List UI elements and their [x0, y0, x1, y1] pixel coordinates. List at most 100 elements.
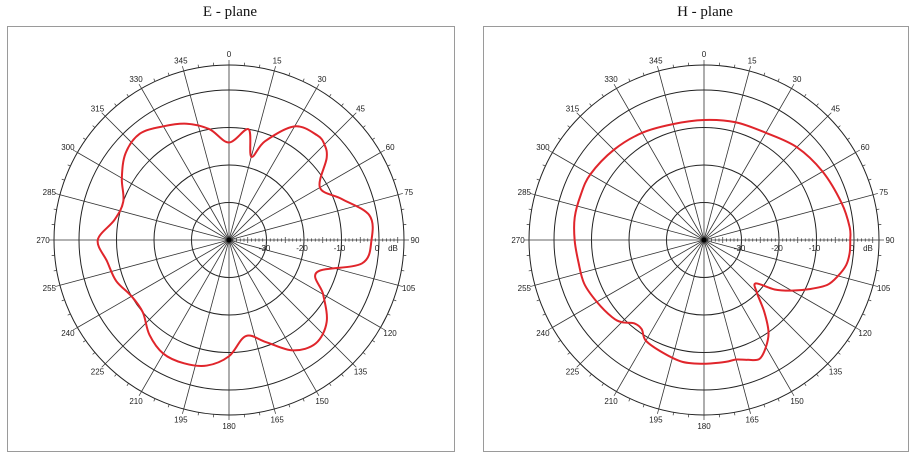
h-plane-outer-tick — [837, 125, 841, 128]
e-plane-outer-tick — [387, 313, 391, 316]
h-plane-spoke — [534, 239, 705, 286]
e-plane-outer-tick — [126, 93, 129, 97]
h-plane-angle-label: 225 — [566, 368, 580, 377]
h-plane-angle-label: 285 — [518, 188, 532, 197]
e-plane-angle-label: 90 — [411, 236, 420, 245]
h-plane-outer-tick — [777, 398, 780, 402]
h-plane-outer-tick — [601, 93, 604, 97]
h-plane-outer-tick — [528, 270, 532, 272]
h-plane-outer-tick — [777, 78, 780, 82]
h-plane-outer-tick — [862, 313, 866, 316]
e-plane-angle-label: 15 — [273, 56, 282, 65]
e-plane-outer-tick — [352, 363, 357, 368]
h-plane-polar-chart: 0 15 30 45 60 75 90 105 120 135 150 165 180 195 210 225… — [511, 50, 895, 431]
e-plane-outer-tick — [341, 373, 344, 377]
h-plane-angle-label: 150 — [790, 397, 804, 406]
h-plane-outer-tick — [536, 299, 540, 302]
h-plane-outer-tick — [827, 112, 832, 117]
h-plane-outer-tick — [657, 408, 660, 414]
h-plane-angle-label: 120 — [858, 329, 872, 338]
e-plane-outer-tick — [380, 327, 386, 331]
e-plane-angle-label: 195 — [174, 416, 188, 425]
e-plane-radial-label: -20 — [296, 244, 308, 253]
h-plane-outer-tick — [855, 327, 861, 331]
h-plane-angle-label: 0 — [702, 50, 707, 59]
e-plane-angle-label: 345 — [174, 56, 188, 65]
e-plane-outer-tick — [259, 412, 261, 416]
e-plane-spoke — [183, 239, 230, 410]
h-plane-pattern-series — [573, 118, 852, 365]
h-plane-spoke — [703, 152, 856, 241]
e-plane-outer-tick — [288, 404, 291, 408]
e-plane-outer-tick — [329, 383, 332, 387]
e-plane-outer-tick — [72, 327, 78, 331]
e-plane-outer-tick — [61, 178, 65, 181]
h-plane-outer-tick — [791, 391, 795, 397]
h-plane-outer-tick — [876, 208, 880, 210]
e-plane-spoke — [59, 194, 230, 241]
e-plane-radial-label: 0 — [375, 244, 380, 253]
h-plane-outer-tick — [847, 137, 851, 140]
e-plane-outer-tick — [138, 391, 142, 397]
e-plane-outer-tick — [316, 83, 320, 89]
h-plane-angle-label: 30 — [793, 75, 802, 84]
h-plane-spoke — [703, 239, 874, 286]
h-plane-outer-tick — [748, 408, 751, 414]
h-plane-outer-tick — [734, 64, 736, 68]
h-plane-radial-label: 0 — [850, 244, 855, 253]
h-plane-spoke — [616, 88, 705, 241]
h-plane-outer-tick — [862, 164, 866, 167]
h-plane-outer-tick — [528, 208, 532, 210]
e-plane-outer-tick — [393, 178, 397, 181]
h-plane-spoke — [552, 152, 705, 241]
e-plane-polar-chart: 0 15 30 45 60 75 90 105 120 135 150 165 180 195 210 225… — [36, 50, 420, 431]
h-plane-spoke — [534, 194, 705, 241]
h-plane-outer-tick — [672, 412, 674, 416]
e-plane-outer-tick — [138, 83, 142, 89]
h-plane-outer-tick — [613, 83, 617, 89]
h-plane-outer-tick — [542, 164, 546, 167]
e-plane-outer-tick — [92, 125, 96, 128]
e-plane-angle-label: 300 — [61, 143, 75, 152]
e-plane-outer-tick — [55, 193, 61, 196]
h-plane-spoke — [552, 239, 705, 328]
h-plane-outer-tick — [816, 373, 819, 377]
h-plane-angle-label: 90 — [886, 236, 895, 245]
e-plane-outer-tick — [67, 164, 71, 167]
h-plane-spoke — [579, 115, 705, 241]
e-plane-outer-tick — [259, 64, 261, 68]
h-plane-outer-tick — [847, 340, 851, 343]
e-plane-angle-label: 135 — [354, 368, 368, 377]
h-plane-angle-label: 240 — [536, 329, 550, 338]
e-plane-outer-tick — [273, 66, 276, 72]
h-plane-angle-label: 165 — [745, 416, 759, 425]
e-plane-center-dot — [226, 237, 232, 243]
e-plane-outer-tick — [329, 93, 332, 97]
h-plane-outer-tick — [557, 340, 561, 343]
e-plane-spoke — [59, 239, 230, 286]
h-plane-outer-tick — [872, 193, 878, 196]
e-plane-outer-tick — [153, 78, 156, 82]
e-plane-outer-tick — [82, 137, 86, 140]
e-plane-outer-tick — [101, 112, 106, 117]
e-plane-angle-label: 0 — [227, 50, 232, 59]
h-plane-spoke — [703, 88, 792, 241]
e-plane-outer-tick — [397, 284, 403, 287]
h-plane-outer-tick — [530, 284, 536, 287]
e-plane-angle-label: 315 — [91, 104, 105, 113]
h-plane-outer-tick — [628, 398, 631, 402]
e-plane-outer-tick — [362, 352, 366, 355]
e-plane-spoke — [77, 239, 230, 328]
h-plane-spoke — [703, 239, 856, 328]
e-plane-spoke — [228, 239, 399, 286]
e-plane-outer-tick — [273, 408, 276, 414]
e-plane-outer-tick — [362, 125, 366, 128]
h-plane-angle-label: 45 — [831, 104, 840, 113]
h-plane-outer-tick — [642, 404, 645, 408]
e-plane-outer-tick — [352, 112, 357, 117]
e-plane-angle-label: 255 — [43, 284, 57, 293]
h-plane-outer-tick — [628, 78, 631, 82]
e-plane-outer-tick — [197, 412, 199, 416]
e-plane-outer-tick — [401, 270, 405, 272]
e-plane-outer-tick — [397, 193, 403, 196]
